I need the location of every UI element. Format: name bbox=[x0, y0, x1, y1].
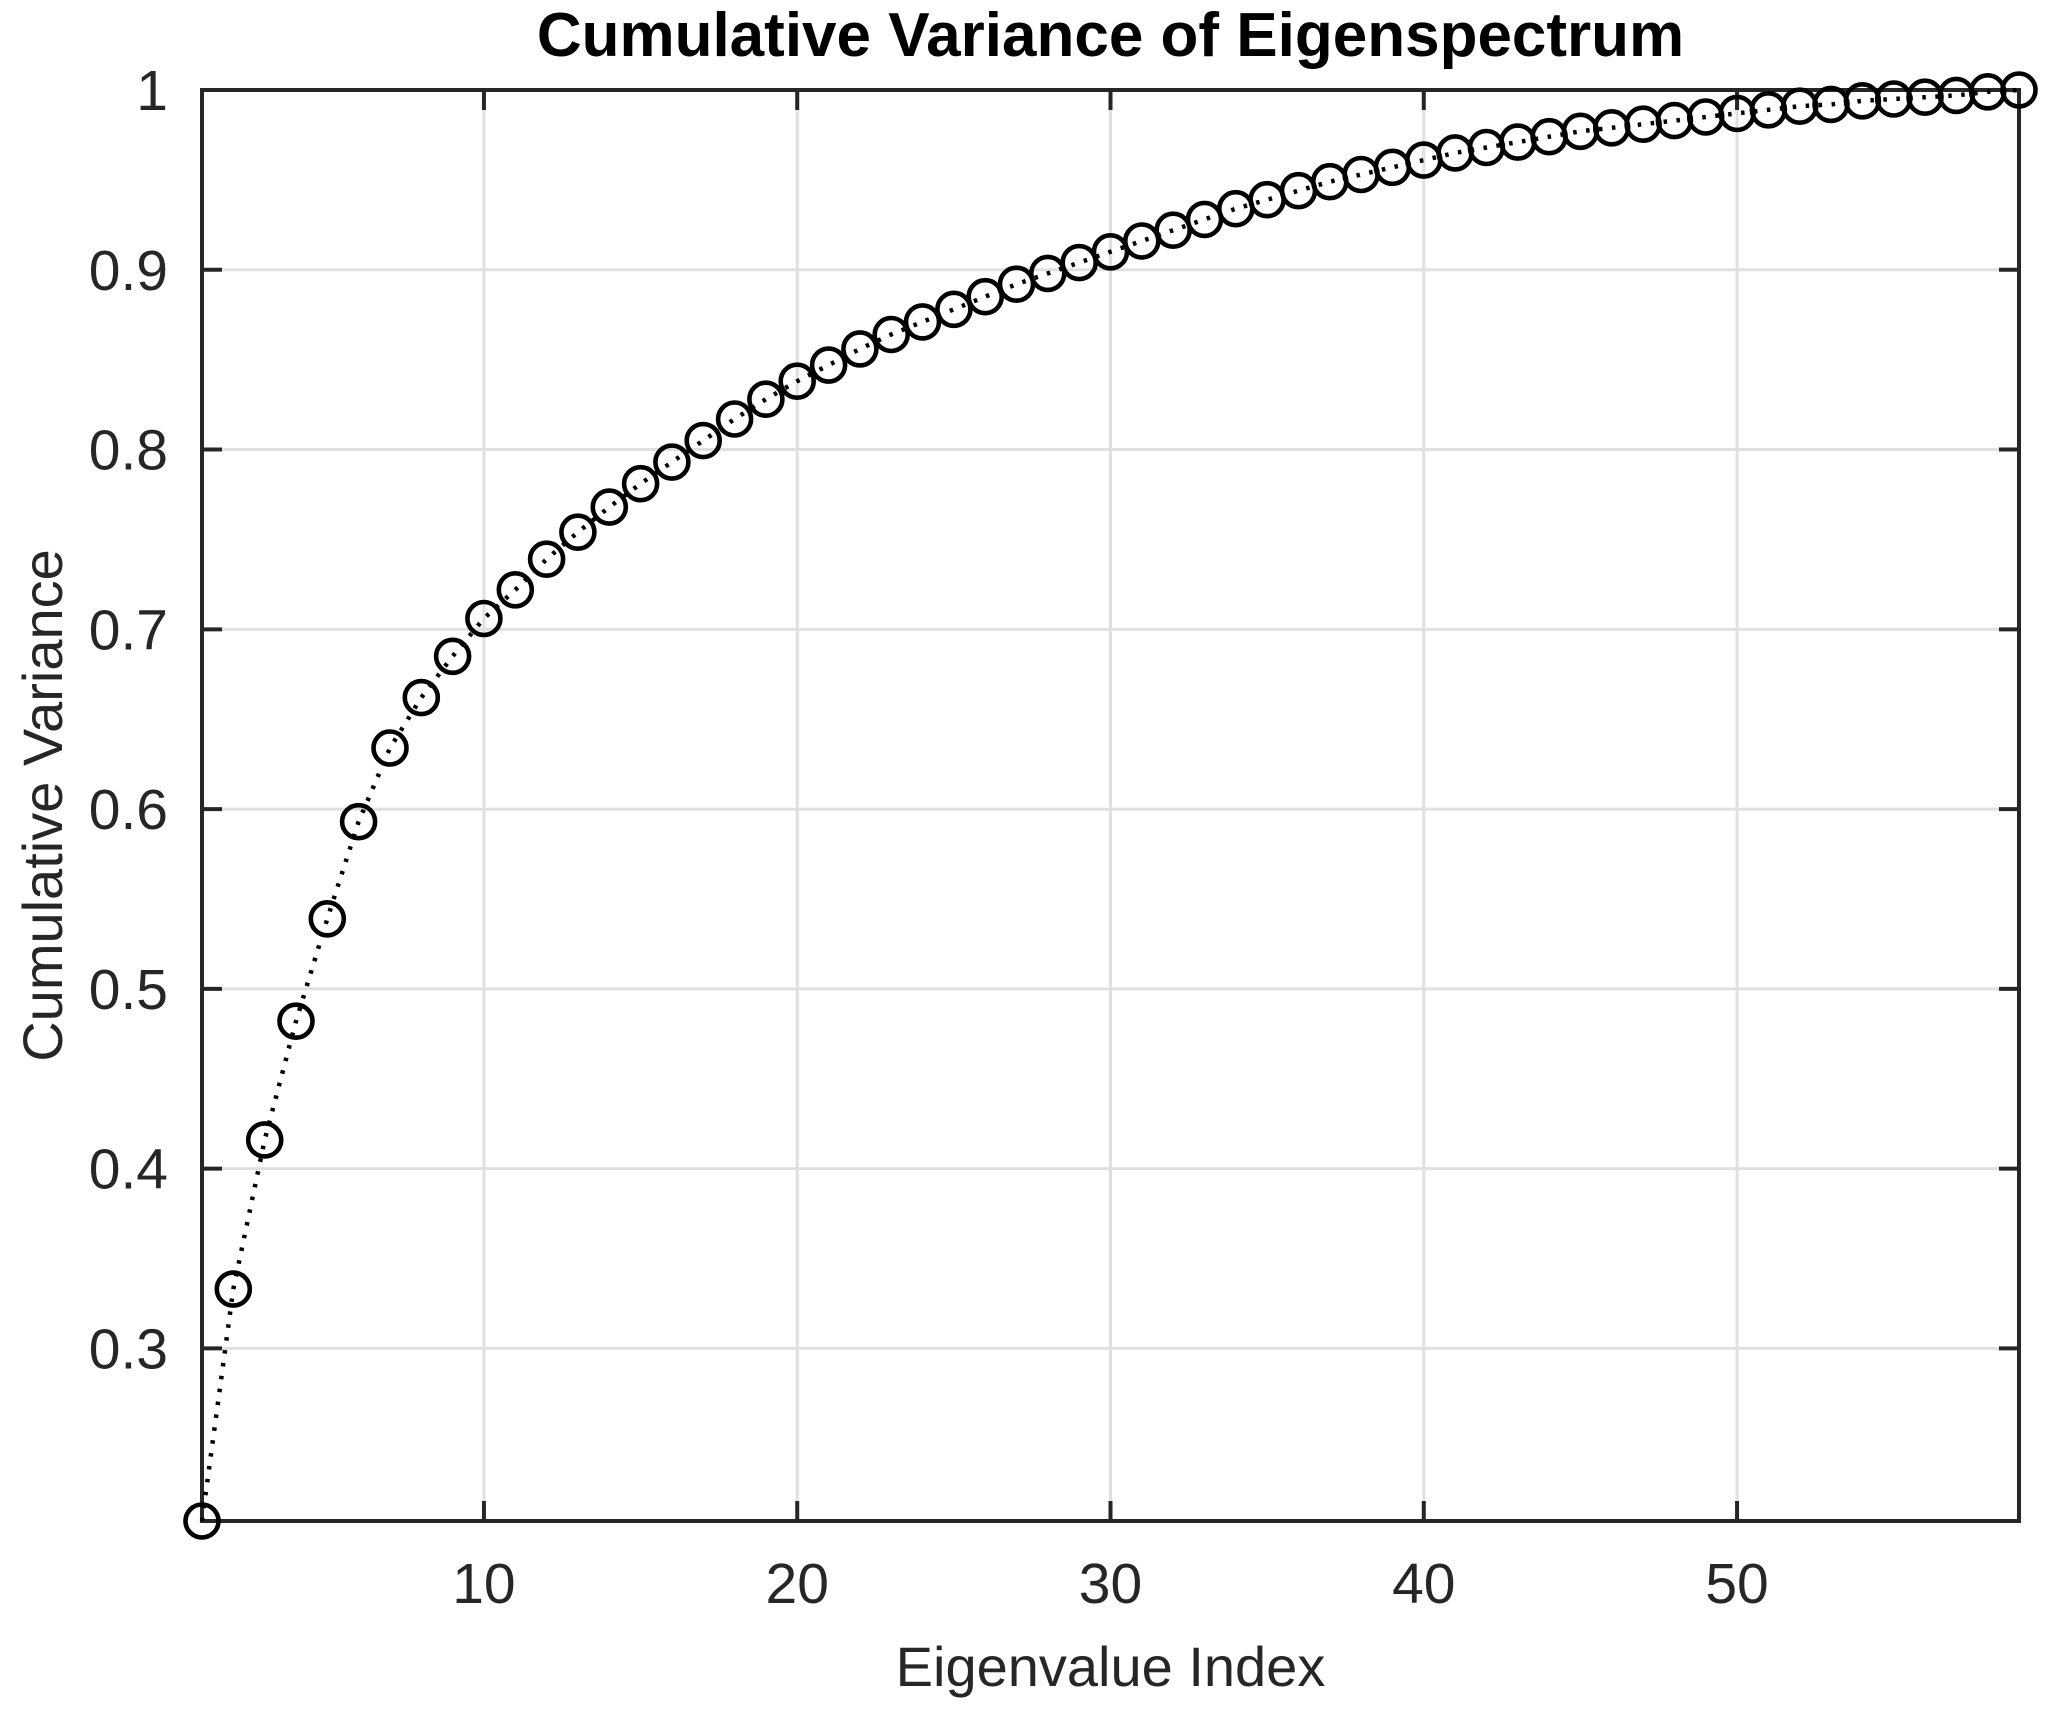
x-tick-label: 30 bbox=[1079, 1552, 1142, 1616]
data-point-marker bbox=[809, 346, 848, 384]
data-point-marker bbox=[747, 380, 785, 419]
data-point-marker bbox=[1561, 112, 1600, 151]
data-point-marker bbox=[1154, 211, 1192, 249]
data-point-marker bbox=[465, 599, 503, 638]
x-tick-label: 50 bbox=[1705, 1552, 1768, 1616]
data-point-marker bbox=[841, 330, 879, 368]
x-tick-labels: 10 20 30 40 50 bbox=[452, 1552, 1769, 1616]
grid-layer bbox=[202, 90, 2019, 1521]
data-point-marker bbox=[527, 540, 566, 579]
data-point-marker bbox=[1248, 180, 1286, 219]
data-point-marker bbox=[1874, 80, 1913, 118]
data-point-marker bbox=[1123, 222, 1161, 260]
chart-title: Cumulative Variance of Eigenspectrum bbox=[537, 1, 1684, 70]
data-point-marker bbox=[621, 464, 660, 503]
data-point-marker bbox=[778, 362, 817, 401]
data-point-marker bbox=[715, 400, 754, 438]
data-point-marker bbox=[2000, 71, 2038, 109]
data-point-marker bbox=[684, 421, 723, 460]
data-point-marker bbox=[1311, 162, 1349, 201]
data-point-marker bbox=[245, 1121, 284, 1159]
data-point-marker bbox=[1373, 148, 1412, 187]
data-point-marker bbox=[903, 303, 942, 341]
data-point-marker bbox=[997, 265, 1036, 304]
data-point-marker bbox=[1655, 101, 1694, 140]
x-tick-label: 40 bbox=[1392, 1552, 1455, 1616]
data-point-marker bbox=[1937, 76, 1976, 115]
text-layer: Cumulative Variance of Eigenspectrum Eig… bbox=[11, 1, 1769, 1698]
y-tick-label: 1 bbox=[136, 59, 168, 123]
data-point-marker bbox=[402, 678, 441, 717]
x-tick-label: 20 bbox=[766, 1552, 829, 1616]
y-axis-label: Cumulative Variance bbox=[11, 549, 74, 1062]
x-tick-label: 10 bbox=[452, 1552, 515, 1616]
data-point-marker bbox=[308, 899, 347, 938]
data-point-marker bbox=[214, 1270, 253, 1308]
data-point-marker bbox=[1499, 123, 1537, 161]
data-point-marker bbox=[935, 290, 973, 329]
data-point-marker bbox=[339, 802, 378, 841]
data-point-marker bbox=[1217, 189, 1255, 228]
y-tick-label: 0.7 bbox=[89, 598, 168, 662]
data-point-marker bbox=[1185, 200, 1224, 239]
data-point-marker bbox=[371, 729, 409, 767]
tick-marks-layer bbox=[202, 88, 2019, 1521]
y-tick-label: 0.9 bbox=[89, 239, 168, 303]
data-point-marker bbox=[559, 513, 597, 552]
y-tick-label: 0.6 bbox=[89, 778, 168, 842]
data-point-marker bbox=[872, 315, 911, 354]
data-series-layer bbox=[183, 71, 2038, 1540]
data-point-marker bbox=[966, 277, 1005, 316]
x-axis-label: Eigenvalue Index bbox=[896, 1635, 1326, 1698]
data-point-marker bbox=[653, 443, 691, 481]
y-tick-label: 0.4 bbox=[89, 1138, 168, 1202]
data-point-marker bbox=[1342, 155, 1380, 194]
data-point-marker bbox=[590, 488, 629, 526]
y-tick-label: 0.8 bbox=[89, 419, 168, 483]
data-point-marker bbox=[1436, 134, 1474, 172]
data-point-marker bbox=[1780, 87, 1819, 125]
data-point-marker bbox=[183, 1502, 221, 1540]
data-point-marker bbox=[1624, 105, 1662, 143]
series-dotted-line bbox=[199, 87, 2020, 1522]
y-tick-labels: 0.3 0.4 0.5 0.6 0.7 0.8 0.9 1 bbox=[89, 59, 168, 1381]
y-tick-label: 0.3 bbox=[89, 1317, 168, 1381]
data-point-marker bbox=[277, 1002, 315, 1041]
data-point-marker bbox=[433, 637, 472, 676]
y-tick-label: 0.5 bbox=[89, 958, 168, 1022]
data-point-marker bbox=[496, 570, 535, 609]
data-point-marker bbox=[1279, 171, 1318, 210]
data-point-marker bbox=[1060, 243, 1098, 282]
